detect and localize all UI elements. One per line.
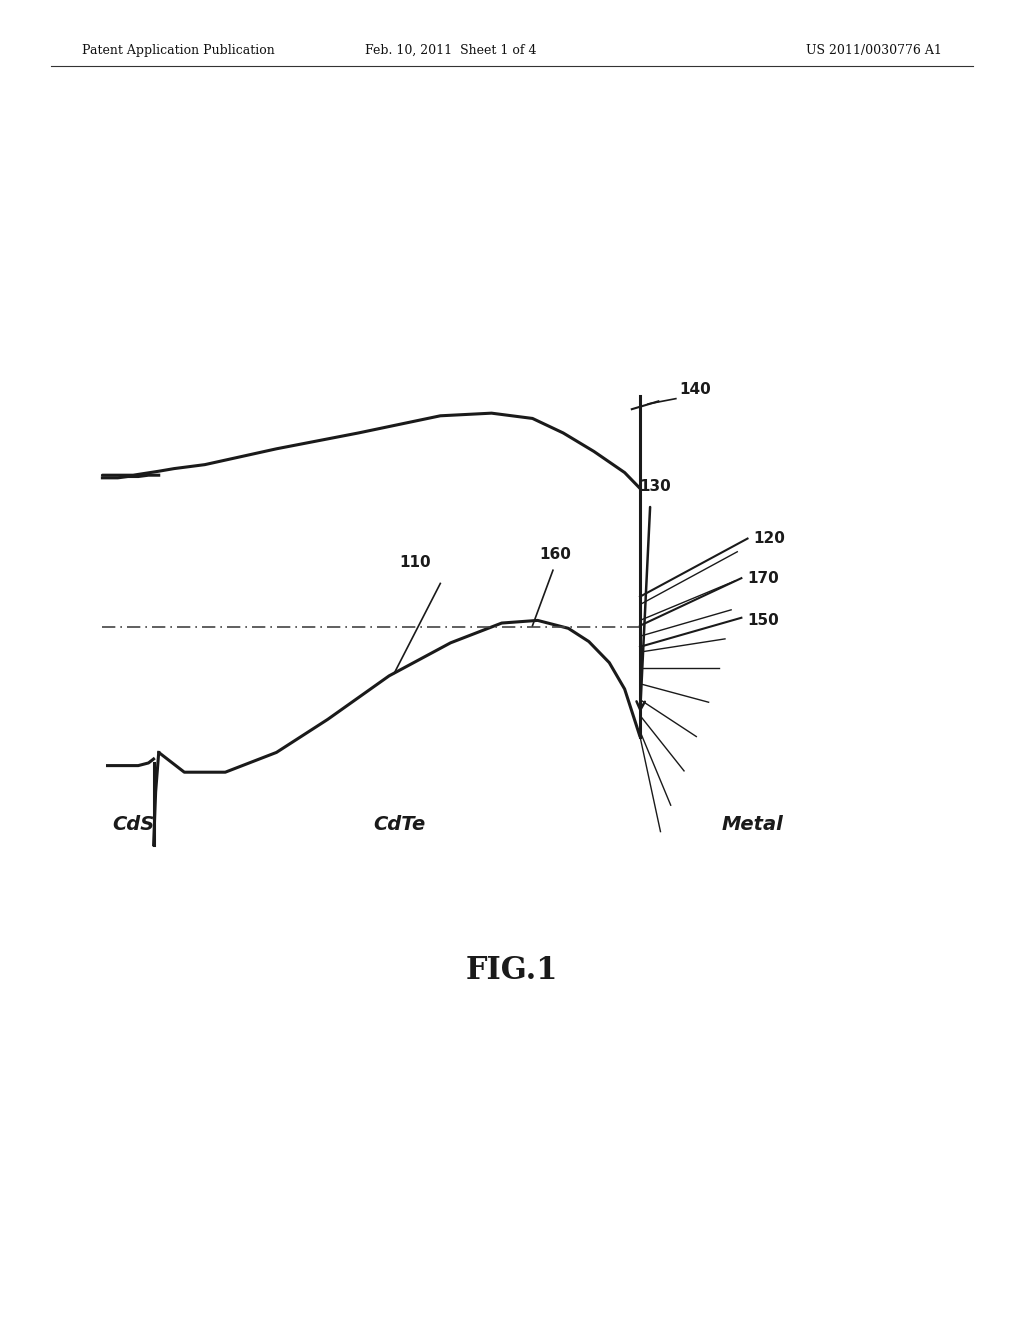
Text: 140: 140 bbox=[679, 383, 711, 397]
Text: 160: 160 bbox=[540, 548, 571, 562]
Text: 130: 130 bbox=[639, 479, 672, 494]
Text: 170: 170 bbox=[748, 570, 779, 586]
Text: CdTe: CdTe bbox=[373, 816, 426, 834]
Text: Metal: Metal bbox=[722, 816, 783, 834]
Text: US 2011/0030776 A1: US 2011/0030776 A1 bbox=[806, 44, 942, 57]
Text: CdS: CdS bbox=[112, 816, 155, 834]
Text: Feb. 10, 2011  Sheet 1 of 4: Feb. 10, 2011 Sheet 1 of 4 bbox=[365, 44, 537, 57]
Text: FIG.1: FIG.1 bbox=[466, 954, 558, 986]
Text: Patent Application Publication: Patent Application Publication bbox=[82, 44, 274, 57]
Text: 150: 150 bbox=[748, 612, 779, 628]
Text: 120: 120 bbox=[754, 531, 785, 546]
Text: 110: 110 bbox=[399, 556, 430, 570]
